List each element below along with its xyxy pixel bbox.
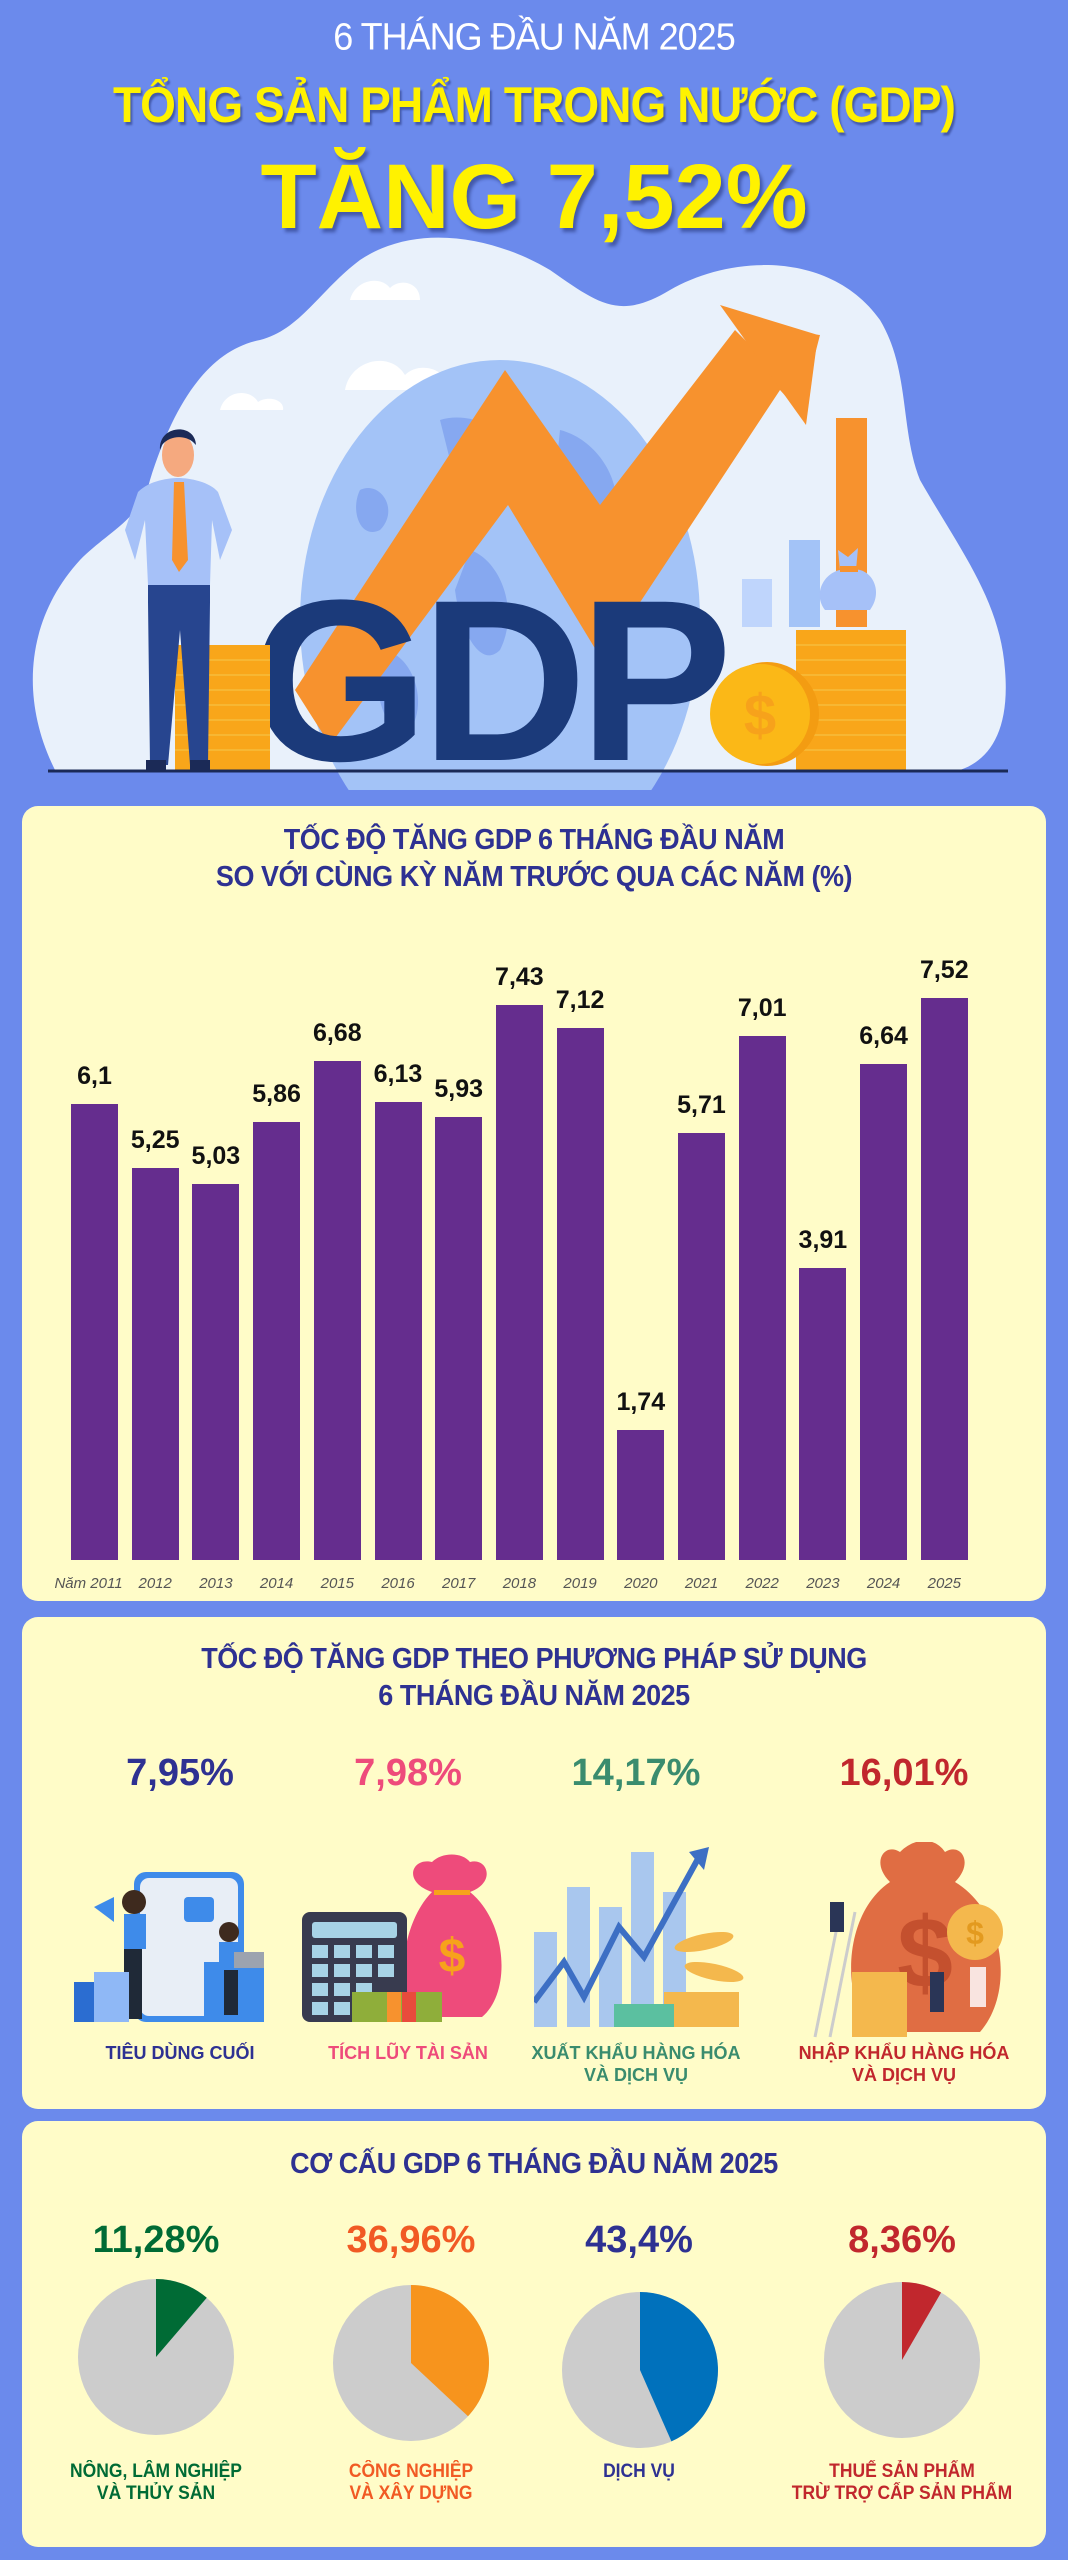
bar-2019 <box>556 1028 604 1560</box>
bar-value-label: 6,64 <box>859 1021 908 1050</box>
gdp-growth-illustration-icon: GDP <box>32 237 1008 880</box>
bar-2012 <box>131 1167 179 1560</box>
structure-value-agriculture: 11,28% <box>92 2219 220 2261</box>
usage-label-exports-line2: VÀ DỊCH VỤ <box>583 2065 688 2085</box>
usage-value-imports: 16,01% <box>839 1752 969 1794</box>
usage-label-exports-line1: XUẤT KHẨU HÀNG HÓA <box>531 2043 741 2063</box>
money-bag-ladder-icon: $ $ <box>800 1840 1020 2038</box>
structure-label-agriculture-line2: VÀ THỦY SẢN <box>96 2483 216 2504</box>
svg-text:$: $ <box>966 1915 984 1951</box>
usage-label-final-consumption: TIÊU DÙNG CUỐI <box>105 2043 255 2063</box>
gdp-structure-card: CƠ CẤU GDP 6 THÁNG ĐẦU NĂM 2025 11,28% N… <box>22 2121 1046 2547</box>
businessman-figure <box>125 429 232 772</box>
bar-2018 <box>495 1004 543 1560</box>
bar-chart: 6,1 Năm 2011 5,25 2012 5,03 2013 5,86 2014 6,68 2… <box>22 806 1046 1601</box>
growth-chart-card: TỐC ĐỘ TĂNG GDP 6 THÁNG ĐẦU NĂM SO VỚI C… <box>22 806 1046 1601</box>
bar-2013 <box>192 1184 240 1560</box>
bar-value-label: 6,68 <box>312 1019 362 1047</box>
bar-2024 <box>860 1063 908 1560</box>
structure-value-product-tax: 8,36% <box>848 2219 956 2261</box>
year-label: 2021 <box>684 1575 719 1592</box>
bar-2011 <box>71 1104 118 1560</box>
bar-value-label: 6,1 <box>77 1062 112 1091</box>
year-label: 2012 <box>138 1575 172 1592</box>
usage-title-line1: TỐC ĐỘ TĂNG GDP THEO PHƯƠNG PHÁP SỬ DỤNG <box>201 1643 867 1675</box>
bar-2014 <box>253 1122 301 1560</box>
header-headline: TĂNG 7,52% <box>260 146 808 248</box>
year-label: 2017 <box>442 1575 476 1592</box>
structure-title: CƠ CẤU GDP 6 THÁNG ĐẦU NĂM 2025 <box>290 2148 778 2180</box>
bar-2015 <box>313 1061 361 1560</box>
bar-value-label: 5,03 <box>191 1142 241 1171</box>
svg-text:$: $ <box>439 1930 466 1983</box>
bar-value-label: 6,13 <box>373 1060 423 1089</box>
header-title: TỔNG SẢN PHẨM TRONG NƯỚC (GDP) <box>112 77 956 133</box>
usage-value-final-consumption: 7,95% <box>126 1752 234 1794</box>
bar-value-label: 7,43 <box>495 962 544 991</box>
bar-value-label: 5,86 <box>252 1080 301 1109</box>
svg-text:GDP: GDP <box>250 552 725 790</box>
bar-2021 <box>678 1133 725 1560</box>
shopping-people-icon <box>64 1852 284 2032</box>
bar-2023 <box>799 1267 847 1560</box>
year-label: 2016 <box>381 1575 415 1592</box>
usage-label-imports-line1: NHẬP KHẨU HÀNG HÓA <box>798 2043 1010 2063</box>
bar-value-label: 5,25 <box>130 1125 180 1154</box>
year-label: Năm 2011 <box>54 1575 123 1592</box>
year-label: 2013 <box>199 1575 233 1592</box>
year-label: 2023 <box>806 1575 840 1592</box>
bar-2016 <box>374 1102 422 1560</box>
structure-value-services: 43,4% <box>585 2219 693 2261</box>
year-label: 2014 <box>259 1575 294 1592</box>
pie-agriculture <box>78 2279 234 2435</box>
usage-value-asset-accumulation: 7,98% <box>354 1752 462 1794</box>
year-label: 2025 <box>927 1575 961 1592</box>
calculator-money-bag-icon: $ <box>292 1852 512 2032</box>
growth-chart-title-line2: SO VỚI CÙNG KỲ NĂM TRƯỚC QUA CÁC NĂM (%) <box>215 861 853 893</box>
bar-value-label: 1,74 <box>616 1388 666 1417</box>
rising-chart-coins-icon <box>531 1832 754 2027</box>
usage-label-asset-accumulation: TÍCH LŨY TÀI SẢN <box>328 2043 488 2063</box>
pie-industry <box>333 2285 489 2441</box>
structure-value-industry: 36,96% <box>346 2219 476 2261</box>
bar-2017 <box>435 1117 483 1560</box>
structure-label-agriculture-line1: NÔNG, LÂM NGHIỆP <box>70 2461 242 2482</box>
header-subtitle: 6 THÁNG ĐẦU NĂM 2025 <box>333 14 735 58</box>
year-label: 2015 <box>320 1575 354 1592</box>
bar-2025 <box>920 998 968 1560</box>
bar-value-label: 5,93 <box>434 1075 484 1104</box>
pie-product-tax <box>824 2282 980 2438</box>
year-label: 2020 <box>624 1575 658 1592</box>
year-label: 2019 <box>563 1575 597 1592</box>
usage-title-line2: 6 THÁNG ĐẦU NĂM 2025 <box>378 1680 690 1712</box>
structure-label-services: DỊCH VỤ <box>603 2461 675 2482</box>
bar-2022 <box>738 1036 786 1560</box>
bar-value-label: 7,52 <box>919 956 969 985</box>
bar-value-label: 7,12 <box>555 986 605 1015</box>
structure-label-industry-line1: CÔNG NGHIỆP <box>348 2461 474 2482</box>
usage-method-card: TỐC ĐỘ TĂNG GDP THEO PHƯƠNG PHÁP SỬ DỤNG… <box>22 1617 1046 2109</box>
year-label: 2024 <box>866 1575 901 1592</box>
pie-services <box>562 2292 718 2448</box>
bar-value-label: 5,71 <box>677 1091 726 1120</box>
year-label: 2022 <box>745 1575 779 1592</box>
usage-value-exports: 14,17% <box>571 1752 701 1794</box>
svg-text:$: $ <box>744 683 776 748</box>
bar-value-label: 3,91 <box>798 1225 848 1254</box>
structure-label-product-tax-line1: THUẾ SẢN PHẨM <box>829 2461 975 2482</box>
growth-chart-title-line1: TỐC ĐỘ TĂNG GDP 6 THÁNG ĐẦU NĂM <box>283 824 785 856</box>
year-label: 2018 <box>502 1575 537 1592</box>
hero-illustration: GDP <box>0 230 1068 880</box>
bar-2020 <box>617 1430 665 1560</box>
structure-label-industry-line2: VÀ XÂY DỰNG <box>349 2483 473 2504</box>
usage-label-imports-line2: VÀ DỊCH VỤ <box>851 2065 956 2085</box>
structure-label-product-tax-line2: TRỪ TRỢ CẤP SẢN PHẨM <box>791 2483 1013 2504</box>
bar-value-label: 7,01 <box>737 994 787 1023</box>
